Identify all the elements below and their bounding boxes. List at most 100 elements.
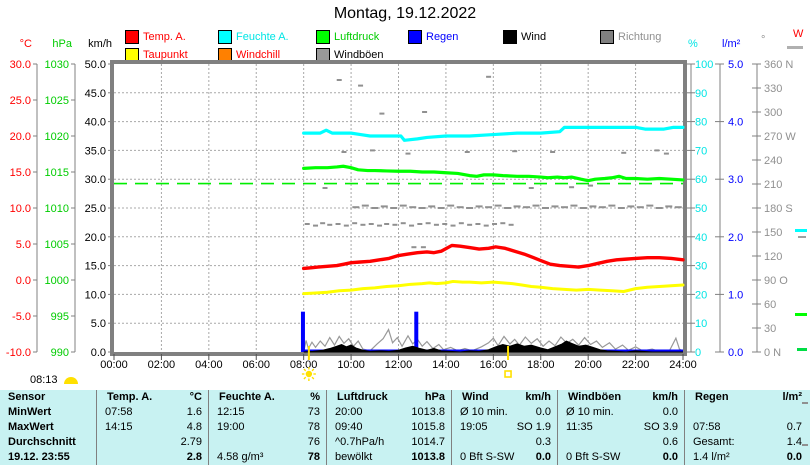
time-tick-label: 06:00 — [242, 359, 270, 371]
cell-value: 1013.8 — [411, 451, 445, 463]
table-cell-windb-en-min: Ø 10 min. 0.0 — [557, 405, 684, 420]
cell-text: 12:15 — [217, 406, 245, 418]
direction-mark — [409, 224, 415, 227]
time-tick-label: 20:00 — [574, 359, 602, 371]
direction-mark — [483, 224, 489, 227]
wind_kmh-tick-label: 20.0 — [85, 232, 106, 244]
time-tick-label: 12:00 — [385, 359, 413, 371]
pressure-tick-label: 1020 — [45, 131, 69, 143]
table-cell-feuchte-a--header: Feuchte A.% — [208, 390, 326, 405]
direction-mark — [570, 204, 578, 207]
legend-swatch — [503, 30, 517, 44]
humidity-tick-label: 0 — [695, 347, 701, 359]
cell-value: 0.7 — [786, 421, 802, 433]
cell-text: 14:15 — [105, 421, 133, 433]
table-cell-temp-a--avg: 2.79 — [96, 435, 208, 450]
direction-mark — [392, 223, 398, 226]
cell-text: 4.58 g/m³ — [217, 451, 264, 463]
table-cell-wind-current: 0 Bft S-SW 0.0 — [451, 450, 557, 465]
cell-value: 4.8 — [186, 421, 202, 433]
table-cell-feuchte-a--avg: 76 — [208, 435, 326, 450]
direction-mark — [467, 223, 473, 226]
cell-text: Luftdruck — [337, 391, 388, 403]
temp_c-tick-label: -10.0 — [6, 347, 31, 359]
direction-mark — [335, 223, 341, 225]
cell-value: 0.0 — [535, 406, 551, 418]
sunrise-icon — [64, 377, 78, 384]
direction-mark — [322, 187, 328, 189]
table-cell-wind-min: Ø 10 min. 0.0 — [451, 405, 557, 420]
cell-value: °C — [189, 391, 202, 403]
cell-value: 1013.8 — [411, 406, 445, 418]
direction-tick-label: 270 W — [764, 131, 796, 143]
time-tick-label: 04:00 — [195, 359, 223, 371]
series-windboeen — [303, 328, 684, 353]
direction-mark — [508, 223, 514, 226]
direction-mark — [336, 79, 342, 81]
direction-mark — [380, 205, 388, 208]
sunrise-sun-ray — [303, 368, 307, 372]
humidity-tick-label: 20 — [695, 289, 707, 301]
pressure-tick-label: 1025 — [45, 95, 69, 107]
row-header: 19.12. 23:55 — [8, 451, 70, 463]
direction-mark — [663, 152, 669, 155]
cell-value: 76 — [307, 436, 320, 448]
direction-mark — [417, 223, 423, 225]
wind_kmh-tick-label: 15.0 — [85, 261, 106, 273]
cell-text: Ø 10 min. — [460, 406, 508, 418]
table-cell-feuchte-a--max: 19:00 78 — [208, 420, 326, 435]
pressure-tick-label: 995 — [51, 311, 69, 323]
direction-mark — [400, 222, 406, 225]
cell-text: Windböen — [568, 391, 622, 403]
cell-text — [209, 435, 269, 450]
rain-bar — [414, 311, 419, 352]
pressure-tick-label: 1030 — [45, 59, 69, 71]
cell-value: 0.0 — [786, 451, 802, 463]
series-feuchte-a- — [302, 125, 685, 142]
cell-text: 0 Bft S-SW — [460, 451, 515, 463]
direction-tick-label: 120 — [764, 251, 782, 263]
legend-swatch — [218, 30, 232, 44]
direction-mark — [608, 204, 616, 207]
direction-mark — [368, 223, 374, 225]
humidity-tick-label: 100 — [695, 59, 713, 71]
cell-value: 1015.8 — [411, 421, 445, 433]
table-cell-regen-min — [684, 405, 808, 420]
row-header: Sensor — [8, 391, 46, 403]
direction-tick-label: 150 — [764, 227, 782, 239]
temp_c-tick-label: 5.0 — [16, 239, 31, 251]
table-cell-regen-avg: Gesamt: 1.4 — [684, 435, 808, 450]
table-row-min: MinWert 07:58 1.6 12:15 73 20:00 1013.8 Ø 10 mi… — [0, 405, 810, 420]
sunrise-sun-ray — [311, 376, 315, 380]
table-cell-temp-a--min: 07:58 1.6 — [96, 405, 208, 420]
legend-label: Windböen — [334, 49, 384, 61]
direction-mark — [425, 222, 431, 225]
direction-mark — [343, 224, 349, 227]
cell-text: bewölkt — [335, 451, 373, 463]
table-cell-wind-avg: 0.3 — [451, 435, 557, 450]
direction-mark — [341, 151, 347, 153]
direction-mark — [352, 206, 360, 209]
cell-text: 19:00 — [217, 421, 245, 433]
direction-mark — [304, 223, 310, 225]
rain-bar — [300, 311, 305, 352]
time-tick-label: 14:00 — [432, 359, 460, 371]
sunrise-sun-ray — [311, 368, 315, 372]
wind_kmh-tick-label: 35.0 — [85, 145, 106, 157]
direction-mark — [646, 204, 654, 207]
cell-text: Temp. A. — [107, 391, 153, 403]
wind_kmh-tick-label: 25.0 — [85, 203, 106, 215]
table-cell-wind-max: 19:05 SO 1.9 — [451, 420, 557, 435]
table-row-current: 19.12. 23:55 2.8 4.58 g/m³ 78 bewölkt 1013.8 0… — [0, 450, 810, 465]
cell-value: 1.6 — [186, 406, 202, 418]
direction-mark — [371, 207, 379, 209]
cell-value: hPa — [424, 391, 445, 403]
table-row-header: Sensor Temp. A. °C Feuchte A.% Luftdruck hPa W… — [0, 390, 810, 405]
direction-mark — [327, 223, 333, 226]
cell-text — [97, 435, 154, 450]
wind_kmh-tick-label: 40.0 — [85, 117, 106, 129]
pressure-tick-label: 990 — [51, 347, 69, 359]
table-cell-luftdruck-avg: ^0.7hPa/h 1014.7 — [326, 435, 451, 450]
direction-tick-label: 210 — [764, 179, 782, 191]
